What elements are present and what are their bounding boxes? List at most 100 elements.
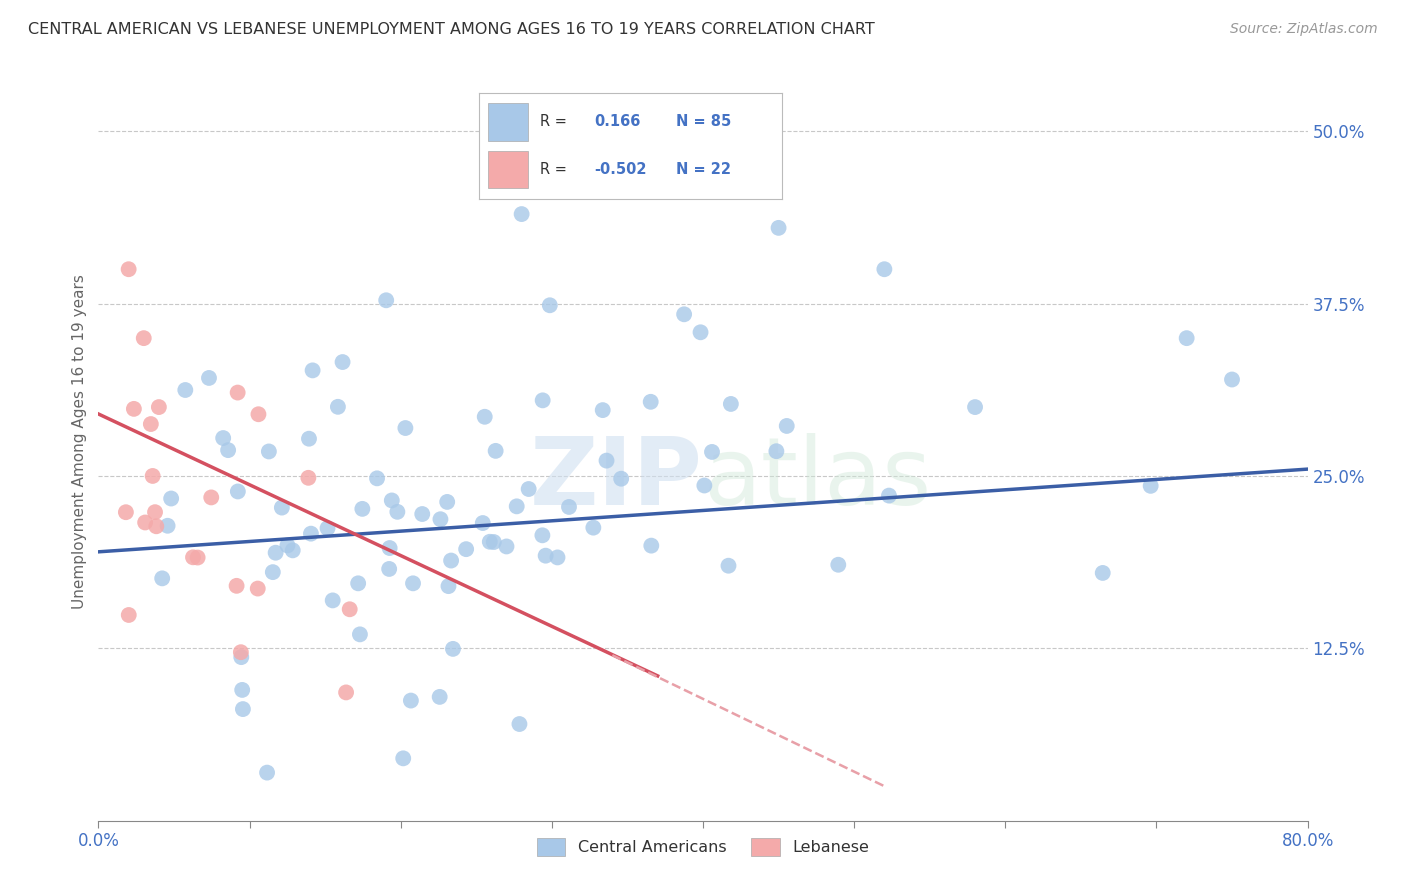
Point: [474, 409, 496, 424]
Point: [231, 650, 253, 665]
Point: [118, 607, 141, 622]
Text: atlas: atlas: [703, 434, 931, 525]
Point: [256, 765, 278, 780]
Text: CENTRAL AMERICAN VS LEBANESE UNEMPLOYMENT AMONG AGES 16 TO 19 YEARS CORRELATION : CENTRAL AMERICAN VS LEBANESE UNEMPLOYMEN…: [28, 22, 875, 37]
Point: [187, 550, 209, 565]
Point: [965, 400, 987, 414]
Point: [281, 543, 304, 558]
Point: [441, 641, 464, 656]
Point: [399, 693, 422, 707]
Point: [437, 579, 460, 593]
Point: [1220, 372, 1243, 386]
Point: [717, 558, 740, 573]
Point: [378, 562, 401, 576]
Point: [689, 326, 711, 340]
Point: [768, 220, 790, 235]
Point: [115, 505, 138, 519]
Legend: Central Americans, Lebanese: Central Americans, Lebanese: [530, 831, 876, 862]
Point: [226, 385, 249, 400]
Point: [471, 516, 494, 530]
Point: [299, 526, 322, 541]
Point: [394, 421, 416, 435]
Point: [700, 445, 723, 459]
Point: [247, 407, 270, 421]
Point: [246, 582, 269, 596]
Point: [339, 602, 361, 616]
Point: [225, 579, 247, 593]
Point: [765, 444, 787, 458]
Point: [326, 400, 349, 414]
Point: [495, 540, 517, 554]
Point: [547, 550, 569, 565]
Point: [142, 469, 165, 483]
Point: [582, 521, 605, 535]
Point: [482, 535, 505, 549]
Point: [610, 472, 633, 486]
Point: [1091, 566, 1114, 580]
Point: [411, 507, 433, 521]
Point: [508, 717, 530, 731]
Point: [673, 307, 696, 321]
Point: [212, 431, 235, 445]
Point: [335, 685, 357, 699]
Point: [118, 262, 141, 277]
Point: [375, 293, 398, 308]
Point: [534, 549, 557, 563]
Point: [640, 539, 662, 553]
Point: [531, 393, 554, 408]
Point: [276, 538, 298, 552]
Point: [429, 690, 451, 704]
Point: [122, 401, 145, 416]
Point: [640, 394, 662, 409]
Point: [349, 627, 371, 641]
Point: [298, 432, 321, 446]
Point: [478, 534, 501, 549]
Point: [387, 505, 409, 519]
Point: [592, 403, 614, 417]
Point: [198, 371, 221, 385]
Point: [877, 489, 900, 503]
Point: [132, 331, 155, 345]
Point: [366, 471, 388, 485]
Point: [229, 645, 252, 659]
Point: [322, 593, 344, 607]
Y-axis label: Unemployment Among Ages 16 to 19 years: Unemployment Among Ages 16 to 19 years: [72, 274, 87, 609]
Point: [506, 500, 529, 514]
Point: [347, 576, 370, 591]
Text: Source: ZipAtlas.com: Source: ZipAtlas.com: [1230, 22, 1378, 37]
Point: [720, 397, 742, 411]
Point: [200, 491, 222, 505]
Point: [827, 558, 849, 572]
Point: [429, 512, 451, 526]
Point: [1139, 479, 1161, 493]
Point: [332, 355, 354, 369]
Point: [264, 546, 287, 560]
Point: [531, 528, 554, 542]
Point: [257, 444, 280, 458]
Point: [538, 298, 561, 312]
Point: [558, 500, 581, 514]
Point: [174, 383, 197, 397]
Point: [436, 495, 458, 509]
Text: ZIP: ZIP: [530, 434, 703, 525]
Point: [873, 262, 896, 277]
Point: [402, 576, 425, 591]
Point: [148, 400, 170, 414]
Point: [226, 484, 249, 499]
Point: [392, 751, 415, 765]
Point: [456, 542, 478, 557]
Point: [510, 207, 533, 221]
Point: [517, 482, 540, 496]
Point: [160, 491, 183, 506]
Point: [595, 453, 617, 467]
Point: [181, 550, 204, 565]
Point: [145, 519, 167, 533]
Point: [352, 501, 374, 516]
Point: [1175, 331, 1198, 345]
Point: [139, 417, 162, 431]
Point: [262, 565, 284, 579]
Point: [776, 419, 799, 434]
Point: [134, 516, 156, 530]
Point: [301, 363, 323, 377]
Point: [150, 571, 173, 585]
